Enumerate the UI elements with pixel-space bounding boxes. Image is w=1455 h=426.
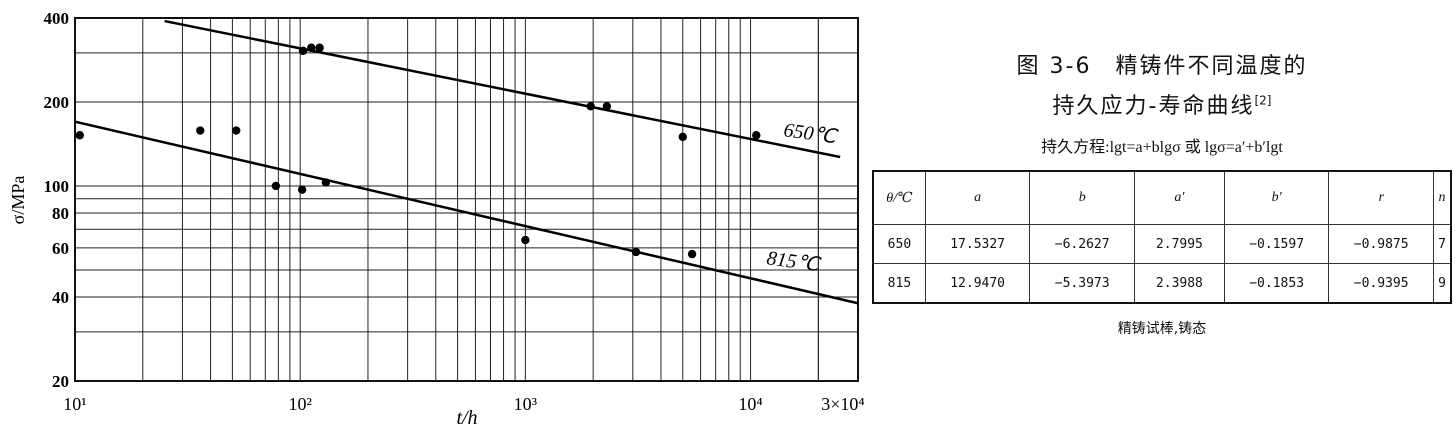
cell-n: 9: [1432, 263, 1452, 304]
data-point: [586, 102, 595, 111]
data-point: [315, 43, 324, 52]
data-point: [631, 247, 641, 257]
header-a-prime: a′: [1133, 170, 1225, 225]
table-row: 815 12.9470 −5.3973 2.3988 −0.1853 −0.93…: [872, 263, 1452, 304]
fit-line-1: [74, 120, 859, 305]
header-b-prime: b′: [1223, 170, 1330, 225]
grid-lines: [75, 18, 858, 381]
y-axis-title: σ/MPa: [8, 176, 28, 225]
y-tick-label: 200: [44, 93, 70, 112]
cell-a-prime: 2.7995: [1133, 224, 1225, 264]
table-header-row: θ/℃ a b a′ b′ r n: [872, 170, 1452, 225]
data-point: [75, 131, 84, 140]
data-point: [298, 46, 308, 56]
cell-a: 12.9470: [924, 263, 1031, 304]
x-tick-label: 10²: [288, 394, 311, 414]
header-n: n: [1432, 170, 1452, 225]
caption-text: 持久应力-寿命曲线: [1052, 94, 1255, 119]
plot-frame: [74, 17, 859, 382]
data-point: [321, 178, 331, 187]
header-r: r: [1328, 170, 1434, 225]
y-tick-label: 40: [52, 288, 69, 307]
y-tick-label: 100: [44, 177, 70, 196]
series-label-650: 650℃: [782, 119, 840, 148]
header-a: a: [924, 170, 1031, 225]
series-label-815: 815℃: [765, 247, 823, 276]
data-point: [196, 126, 205, 135]
y-tick-label: 80: [52, 204, 69, 223]
cell-a-prime: 2.3988: [1133, 263, 1225, 304]
rupture-equation: 持久方程:lgt=a+blgσ 或 lgσ=a′+b′lgt: [1041, 139, 1283, 156]
cell-b-prime: −0.1597: [1223, 224, 1330, 264]
header-theta: θ/℃: [872, 170, 926, 225]
cell-n: 7: [1432, 224, 1452, 264]
fit-line-0: [164, 19, 841, 159]
figure-caption-line2: 持久应力-寿命曲线[2]: [872, 88, 1452, 120]
x-tick-labels: 10¹ 10² 10³ 10⁴ 3×10⁴: [63, 394, 864, 414]
stress-rupture-chart: 20 40 60 80 100 200 400 10¹ 10² 10³ 10⁴ 3×10⁴ 650℃…: [8, 9, 865, 426]
cell-b-prime: −0.1853: [1223, 263, 1330, 304]
y-tick-label: 20: [52, 372, 69, 391]
fit-lines: [74, 19, 859, 305]
data-points: [75, 43, 761, 259]
specimen-note: 精铸试棒,铸态: [1117, 321, 1207, 337]
data-point: [307, 43, 316, 52]
cell-theta: 815: [872, 263, 926, 304]
y-tick-label: 60: [52, 239, 69, 258]
data-point: [521, 235, 530, 245]
cell-b: −5.3973: [1029, 263, 1135, 304]
data-point: [678, 132, 687, 142]
series-labels: 650℃ 815℃: [765, 119, 840, 276]
cell-a: 17.5327: [924, 224, 1031, 264]
y-tick-labels: 20 40 60 80 100 200 400: [44, 9, 70, 391]
data-point: [232, 126, 241, 135]
cell-theta: 650: [872, 224, 926, 264]
cell-r: −0.9875: [1328, 224, 1434, 264]
y-tick-label: 400: [44, 9, 70, 28]
figure-caption-line1: 图 3-6 精铸件不同温度的: [1016, 54, 1308, 79]
x-tick-label: 3×10⁴: [821, 394, 864, 414]
x-tick-label: 10¹: [63, 394, 86, 414]
data-point: [602, 102, 612, 111]
cell-r: −0.9395: [1328, 263, 1434, 304]
data-point: [752, 131, 761, 140]
coefficient-table: θ/℃ a b a′ b′ r n 650 17.5327 −6.2627 2.…: [872, 170, 1452, 304]
data-point: [297, 185, 307, 194]
x-tick-label: 10³: [514, 394, 538, 414]
x-axis-title: t/h: [456, 407, 477, 426]
data-point: [687, 249, 697, 259]
caption-reference: [2]: [1254, 93, 1272, 108]
cell-b: −6.2627: [1029, 224, 1135, 264]
data-point: [271, 181, 281, 191]
header-b: b: [1029, 170, 1135, 225]
table-row: 650 17.5327 −6.2627 2.7995 −0.1597 −0.98…: [872, 224, 1452, 264]
x-tick-label: 10⁴: [738, 394, 762, 414]
